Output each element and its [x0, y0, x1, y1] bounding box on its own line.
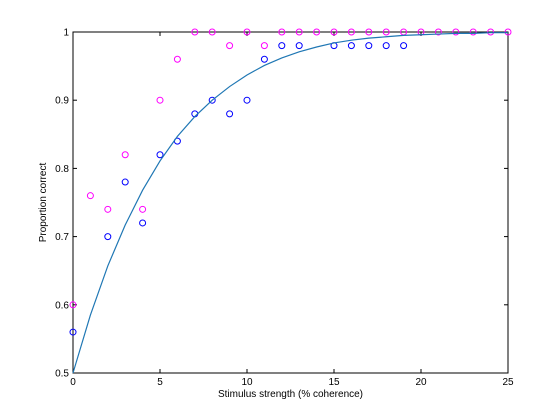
x-tick-label: 20: [415, 377, 427, 388]
data-point: [469, 28, 477, 36]
x-tick-label: 10: [241, 377, 253, 388]
fit-curve: [72, 32, 508, 374]
scatter-series-1: [69, 42, 408, 336]
data-point: [434, 28, 442, 36]
data-point: [69, 328, 77, 336]
data-point: [69, 301, 77, 309]
data-point: [243, 28, 251, 36]
data-point: [347, 42, 355, 50]
data-point: [278, 42, 286, 50]
data-point: [487, 28, 495, 36]
y-tick-label: 0.5: [55, 369, 69, 380]
plot-area: [72, 31, 509, 374]
data-point: [156, 151, 164, 159]
data-point: [347, 28, 355, 36]
data-point: [139, 219, 147, 227]
data-point: [121, 178, 129, 186]
data-point: [156, 96, 164, 104]
data-point: [208, 96, 216, 104]
series-layer: [69, 28, 512, 374]
data-point: [382, 42, 390, 50]
data-point: [173, 55, 181, 63]
data-point: [260, 55, 268, 63]
y-tick-label: 0.6: [55, 300, 69, 311]
data-point: [260, 42, 268, 50]
x-tick-label: 25: [502, 377, 514, 388]
data-point: [330, 28, 338, 36]
data-point: [504, 28, 512, 36]
data-point: [104, 233, 112, 241]
x-axis: 0 5 10 15 20 25: [70, 32, 514, 388]
data-point: [226, 110, 234, 118]
data-point: [382, 28, 390, 36]
data-point: [278, 28, 286, 36]
data-point: [121, 151, 129, 159]
data-point: [365, 28, 373, 36]
x-tick-label: 15: [328, 377, 340, 388]
data-point: [365, 42, 373, 50]
y-axis: 0.5 0.6 0.7 0.8 0.9 1: [55, 28, 508, 380]
data-point: [313, 28, 321, 36]
data-point: [208, 28, 216, 36]
data-point: [243, 96, 251, 104]
plot-frame: [72, 31, 509, 374]
scatter-series-0: [69, 28, 512, 309]
data-point: [86, 192, 94, 200]
x-axis-label: Stimulus strength (% coherence): [218, 389, 363, 400]
data-point: [295, 28, 303, 36]
data-point: [191, 28, 199, 36]
x-tick-label: 5: [157, 377, 163, 388]
data-point: [452, 28, 460, 36]
data-point: [104, 205, 112, 213]
y-tick-label: 1: [63, 28, 69, 39]
data-point: [139, 205, 147, 213]
y-tick-label: 0.7: [55, 232, 69, 243]
data-point: [295, 42, 303, 50]
data-point: [226, 42, 234, 50]
y-tick-label: 0.8: [55, 164, 69, 175]
x-tick-label: 0: [70, 377, 76, 388]
y-tick-label: 0.9: [55, 96, 69, 107]
data-point: [400, 42, 408, 50]
y-axis-label: Proportion correct: [38, 163, 49, 243]
